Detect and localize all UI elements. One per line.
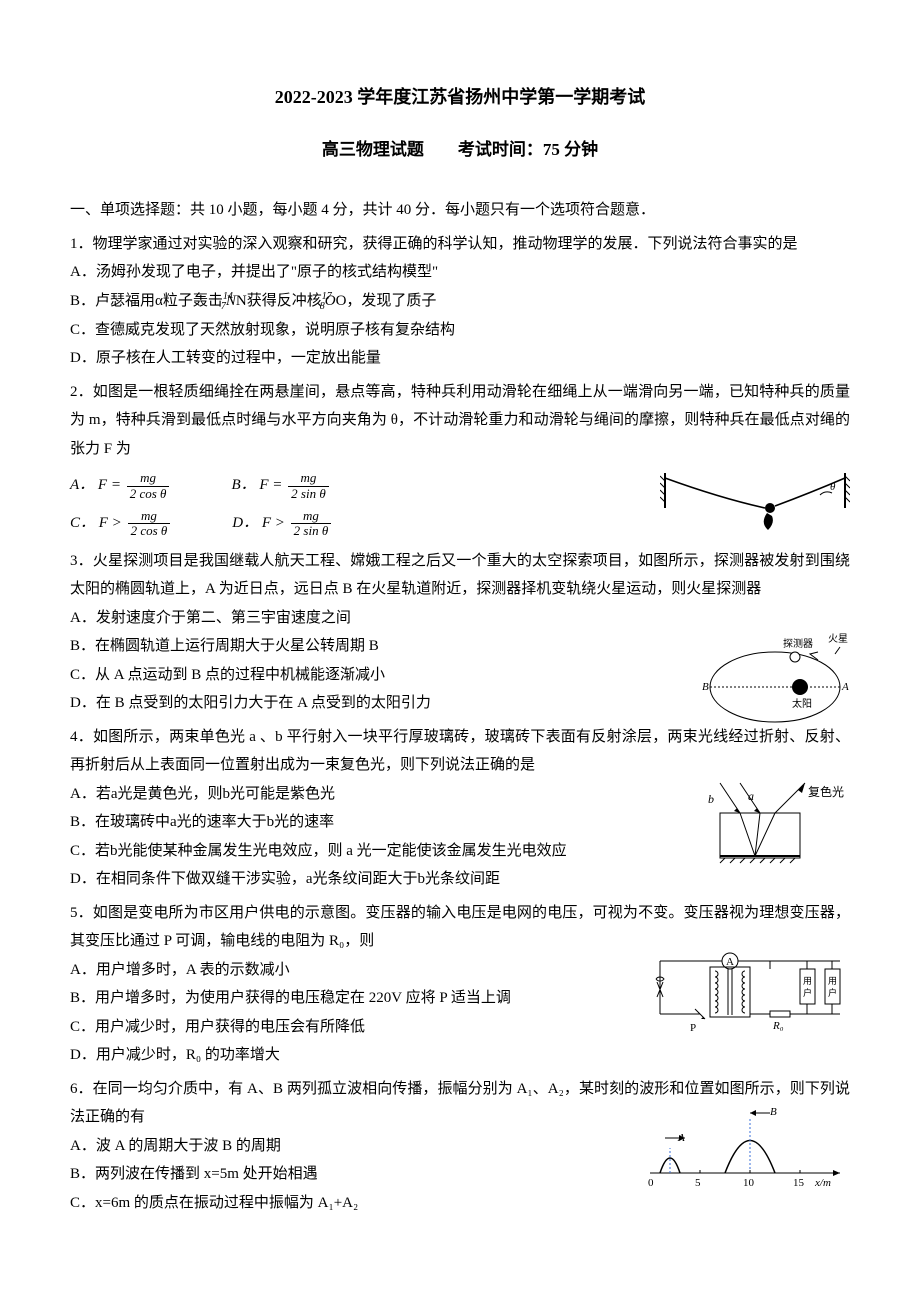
q5-option-a: A．用户增多时，A 表的示数减小 <box>70 956 630 985</box>
svg-text:b: b <box>708 792 714 806</box>
frac-den: 2 sin θ <box>288 487 329 501</box>
svg-text:B: B <box>702 681 709 693</box>
question-6: 6．在同一均匀介质中，有 A、B 两列孤立波相向传播，振幅分别为 A₁、A₂，某… <box>70 1075 850 1218</box>
q5-stem: 5．如图是变电所为市区用户供电的示意图。变压器的输入电压是电网的电压，可视为不变… <box>70 899 850 956</box>
svg-text:户: 户 <box>803 987 812 998</box>
q4-option-b: B．在玻璃砖中a光的速率大于b光的速率 <box>70 808 690 837</box>
question-3: 3．火星探测项目是我国继载人航天工程、嫦娥工程之后又一个重大的太空探索项目，如图… <box>70 547 850 718</box>
svg-text:户: 户 <box>828 987 837 998</box>
q4-diagram: b a 复色光 <box>690 778 850 868</box>
svg-text:x/m: x/m <box>814 1177 831 1189</box>
svg-text:θ: θ <box>830 481 836 493</box>
frac-den: 2 cos θ <box>127 487 170 501</box>
frac-num: mg <box>127 471 170 486</box>
nuclide-o: 178O <box>322 293 336 309</box>
q3-stem: 3．火星探测项目是我国继载人航天工程、嫦娥工程之后又一个重大的太空探索项目，如图… <box>70 547 850 604</box>
q2c-fgt: F > <box>99 515 122 531</box>
q2a-label: A． <box>70 478 94 494</box>
svg-text:5: 5 <box>695 1177 701 1189</box>
nuclide-n: 147N <box>223 293 236 309</box>
q1-option-a: A．汤姆孙发现了电子，并提出了"原子的核式结构模型" <box>70 258 850 287</box>
svg-text:用: 用 <box>828 976 837 986</box>
svg-text:复色光: 复色光 <box>808 785 844 799</box>
q6-diagram: A B 0 5 10 15 x/m <box>640 1103 850 1193</box>
svg-text:a: a <box>748 789 754 803</box>
q2-option-d: D． F > mg2 sin θ <box>232 509 333 539</box>
q1b-pre: B．卢瑟福用α粒子轰击 <box>70 293 223 309</box>
q2b-feq: F = <box>259 478 282 494</box>
svg-text:火星: 火星 <box>828 633 848 645</box>
svg-text:用: 用 <box>803 976 812 986</box>
q2a-feq: F = <box>98 478 121 494</box>
q2c-label: C． <box>70 515 95 531</box>
q5-option-d: D．用户减少时，R₀ 的功率增大 <box>70 1041 630 1070</box>
svg-text:15: 15 <box>793 1177 805 1189</box>
q4-option-c: C．若b光能使某种金属发生光电效应，则 a 光一定能使该金属发生光电效应 <box>70 837 690 866</box>
q4-stem: 4．如图所示，两束单色光 a 、b 平行射入一块平行厚玻璃砖，玻璃砖下表面有反射… <box>70 723 850 780</box>
q4-option-a: A．若a光是黄色光，则b光可能是紫色光 <box>70 780 690 809</box>
section-header: 一、单项选择题：共 10 小题，每小题 4 分，共计 40 分．每小题只有一个选… <box>70 196 850 225</box>
frac-num: mg <box>288 471 329 486</box>
q5-option-c: C．用户减少时，用户获得的电压会有所降低 <box>70 1013 630 1042</box>
q3-option-d: D．在 B 点受到的太阳引力大于在 A 点受到的太阳引力 <box>70 689 690 718</box>
svg-text:A: A <box>841 681 849 693</box>
q2-option-a: A． F = mg2 cos θ <box>70 471 171 501</box>
svg-text:A: A <box>726 956 734 968</box>
svg-text:P: P <box>690 1022 696 1034</box>
question-5: 5．如图是变电所为市区用户供电的示意图。变压器的输入电压是电网的电压，可视为不变… <box>70 899 850 1070</box>
svg-text:0: 0 <box>648 1177 654 1189</box>
q1b-mid2: O，发现了质子 <box>336 293 437 309</box>
q6-option-b: B．两列波在传播到 x=5m 处开始相遇 <box>70 1160 630 1189</box>
q3-option-b: B．在椭圆轨道上运行周期大于火星公转周期 B <box>70 632 690 661</box>
question-2: 2．如图是一根轻质细绳拴在两悬崖间，悬点等高，特种兵利用动滑轮在细绳上从一端滑向… <box>70 378 850 539</box>
question-1: 1．物理学家通过对实验的深入观察和研究，获得正确的科学认知，推动物理学的发展．下… <box>70 230 850 373</box>
q2-option-c: C． F > mg2 cos θ <box>70 509 172 539</box>
q5-option-b: B．用户增多时，为使用户获得的电压稳定在 220V 应将 P 适当上调 <box>70 984 630 1013</box>
q3-option-c: C．从 A 点运动到 B 点的过程中机械能逐渐减小 <box>70 661 690 690</box>
q2d-label: D． <box>232 515 258 531</box>
q6-option-c: C．x=6m 的质点在振动过程中振幅为 A₁+A₂ <box>70 1189 630 1218</box>
frac-den: 2 sin θ <box>291 524 332 538</box>
svg-text:B: B <box>770 1106 777 1118</box>
frac-den: 2 cos θ <box>128 524 171 538</box>
title-sub: 高三物理试题 考试时间：75 分钟 <box>70 134 850 166</box>
svg-text:10: 10 <box>743 1177 755 1189</box>
q2-diagram: θ <box>660 468 850 538</box>
q6-option-a: A．波 A 的周期大于波 B 的周期 <box>70 1132 630 1161</box>
svg-text:太阳: 太阳 <box>792 697 812 710</box>
q1-stem: 1．物理学家通过对实验的深入观察和研究，获得正确的科学认知，推动物理学的发展．下… <box>70 230 850 259</box>
svg-text:R₀: R₀ <box>772 1020 784 1032</box>
q1-option-c: C．查德威克发现了天然放射现象，说明原子核有复杂结构 <box>70 316 850 345</box>
q1b-mid1: N获得反冲核 <box>236 293 322 309</box>
title-main: 2022-2023 学年度江苏省扬州中学第一学期考试 <box>70 80 850 114</box>
svg-text:探测器: 探测器 <box>783 637 813 650</box>
q2-stem: 2．如图是一根轻质细绳拴在两悬崖间，悬点等高，特种兵利用动滑轮在细绳上从一端滑向… <box>70 378 850 464</box>
q2b-label: B． <box>231 478 255 494</box>
frac-num: mg <box>128 509 171 524</box>
q2d-fgt: F > <box>262 515 285 531</box>
q1-option-b: B．卢瑟福用α粒子轰击147NN获得反冲核178OO，发现了质子 <box>70 287 850 316</box>
q5-diagram: A P R₀ 用 户 <box>640 949 850 1039</box>
q2-option-b: B． F = mg2 sin θ <box>231 471 330 501</box>
q1-option-d: D．原子核在人工转变的过程中，一定放出能量 <box>70 344 850 373</box>
q4-option-d: D．在相同条件下做双缝干涉实验，a光条纹间距大于b光条纹间距 <box>70 865 690 894</box>
q3-option-a: A．发射速度介于第二、第三宇宙速度之间 <box>70 604 690 633</box>
q3-diagram: 太阳 探测器 B A 火星 <box>700 632 850 732</box>
frac-num: mg <box>291 509 332 524</box>
question-4: 4．如图所示，两束单色光 a 、b 平行射入一块平行厚玻璃砖，玻璃砖下表面有反射… <box>70 723 850 894</box>
